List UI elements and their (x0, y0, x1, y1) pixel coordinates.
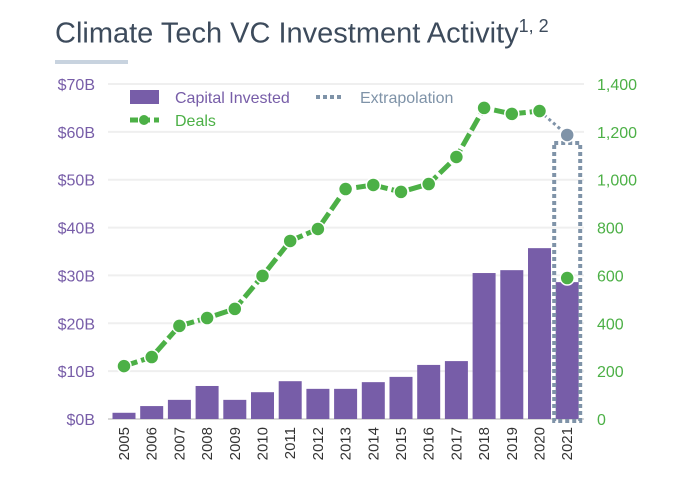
deals-point-2016 (420, 176, 437, 192)
left-tick-label: $50B (58, 173, 95, 190)
deals-point-2006 (143, 349, 160, 365)
extrapolation-box (552, 140, 583, 423)
x-tick-label: 2020 (532, 427, 549, 460)
right-tick-label: 1,200 (597, 125, 637, 142)
deals-point-2009 (227, 301, 243, 317)
legend-deals-marker (139, 115, 149, 125)
deals-point-2005 (116, 358, 132, 374)
extrapolation-point (559, 127, 575, 143)
deals-point-2010 (254, 268, 271, 284)
deals-point-2021 (559, 270, 575, 286)
x-tick-label: 2021 (559, 427, 576, 460)
left-tick-label: $20B (58, 316, 95, 333)
bar-2013 (334, 388, 358, 419)
x-tick-label: 2007 (171, 427, 188, 460)
left-tick-label: $0B (67, 412, 95, 429)
deals-point-2007 (171, 318, 188, 334)
chart-title: Climate Tech VC Investment Activity1, 2 (55, 16, 549, 51)
deals-point-2020 (531, 103, 548, 119)
legend-deals-label: Deals (175, 113, 216, 130)
bar-2012 (306, 388, 330, 419)
right-tick-label: 600 (597, 268, 624, 285)
x-tick-label: 2014 (365, 427, 382, 460)
title-superscript: 1, 2 (518, 16, 549, 36)
legend-extrapolation-label: Extrapolation (360, 90, 453, 107)
left-tick-label: $70B (58, 77, 95, 94)
bar-2019 (500, 270, 524, 419)
x-tick-label: 2019 (504, 427, 521, 460)
deals-point-2011 (282, 233, 298, 249)
x-tick-label: 2006 (144, 427, 161, 460)
right-tick-label: 800 (597, 221, 624, 238)
left-tick-label: $10B (58, 364, 95, 381)
bar-2015 (389, 376, 413, 419)
deals-point-2012 (310, 221, 326, 237)
deals-point-2014 (365, 177, 382, 193)
right-tick-label: 0 (597, 412, 606, 429)
legend-capital-label: Capital Invested (175, 90, 290, 107)
left-tick-label: $60B (58, 125, 95, 142)
bar-2011 (278, 381, 302, 419)
x-tick-label: 2005 (116, 427, 133, 460)
left-tick-label: $40B (58, 221, 95, 238)
x-tick-label: 2013 (338, 427, 355, 460)
deals-point-2015 (393, 184, 409, 200)
right-tick-label: 400 (597, 316, 624, 333)
x-tick-label: 2015 (393, 427, 410, 460)
deals-point-2013 (337, 181, 354, 197)
bar-2008 (195, 385, 219, 419)
x-tick-label: 2016 (421, 427, 438, 460)
deals-point-2008 (199, 310, 215, 326)
x-tick-label: 2018 (476, 427, 493, 460)
deals-point-2019 (504, 106, 520, 122)
bar-2014 (361, 382, 385, 419)
bar-2006 (140, 406, 164, 419)
deals-point-2017 (448, 149, 465, 165)
deals-point-2018 (476, 100, 492, 116)
x-tick-label: 2010 (255, 427, 272, 460)
x-tick-label: 2009 (227, 427, 244, 460)
legend-bar-swatch (130, 90, 159, 104)
right-tick-label: 1,000 (597, 173, 637, 190)
right-tick-label: 200 (597, 364, 624, 381)
bar-2009 (223, 399, 247, 419)
bar-2007 (167, 399, 191, 419)
bar-2017 (444, 361, 468, 419)
right-tick-label: 1,400 (597, 77, 637, 94)
bar-2018 (472, 273, 496, 419)
title-text: Climate Tech VC Investment Activity (55, 17, 519, 50)
x-tick-label: 2011 (282, 427, 299, 459)
left-tick-label: $30B (58, 268, 95, 285)
x-tick-label: 2012 (310, 427, 327, 460)
bar-2016 (417, 364, 441, 419)
bar-2020 (528, 248, 551, 419)
bar-2021 (555, 282, 579, 419)
title-underline (55, 60, 128, 64)
x-tick-label: 2017 (448, 427, 465, 460)
bar-2010 (251, 392, 274, 419)
bar-2005 (112, 412, 136, 419)
deals-line (123, 105, 540, 369)
x-tick-label: 2008 (199, 427, 216, 460)
